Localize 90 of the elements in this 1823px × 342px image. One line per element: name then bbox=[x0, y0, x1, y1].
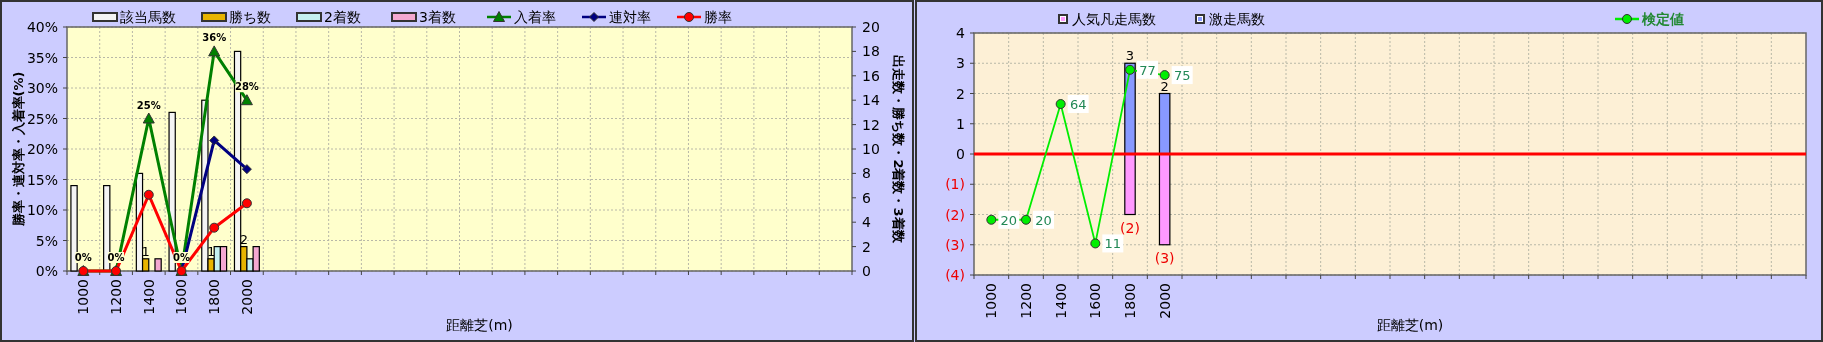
y-tick-label: 10% bbox=[26, 202, 58, 218]
data-label: (2) bbox=[1120, 219, 1140, 236]
bar bbox=[1124, 153, 1136, 216]
point bbox=[241, 198, 252, 209]
point bbox=[1159, 70, 1170, 81]
data-label: 64 bbox=[1069, 97, 1087, 113]
y-tick-label: 20% bbox=[26, 141, 58, 157]
bar bbox=[1158, 153, 1171, 246]
point bbox=[1090, 238, 1101, 249]
data-label: 11 bbox=[1104, 236, 1122, 252]
point bbox=[209, 135, 220, 146]
y-axis-title: 勝率・連対率・入着率(%) bbox=[11, 71, 26, 228]
legend-label: 検定値 bbox=[1641, 11, 1684, 27]
y-tick-label: 3 bbox=[956, 55, 965, 72]
x-axis-title: 距離芝(m) bbox=[446, 317, 513, 333]
data-label: 20 bbox=[1035, 212, 1052, 228]
y2-tick-label: 16 bbox=[862, 67, 880, 84]
data-label: 77 bbox=[1139, 62, 1156, 78]
point bbox=[208, 45, 221, 57]
y-tick-label: 0 bbox=[956, 146, 965, 162]
legend-label: 激走馬数 bbox=[1209, 11, 1265, 27]
y-tick-label: 25% bbox=[26, 110, 58, 127]
x-tick-label: 1600 bbox=[173, 279, 190, 315]
y-tick-label: 35% bbox=[26, 49, 58, 66]
data-label: 0% bbox=[107, 252, 125, 263]
data-label: (3) bbox=[1154, 249, 1175, 266]
point bbox=[142, 112, 155, 124]
point bbox=[1055, 99, 1066, 110]
legend-label: 人気凡走馬数 bbox=[1072, 11, 1156, 27]
bar bbox=[154, 258, 162, 272]
x-tick-label: 1600 bbox=[1087, 283, 1104, 319]
y-tick-label: 1 bbox=[956, 115, 965, 132]
legend-label: 3着数 bbox=[419, 9, 456, 25]
y-tick-label: (4) bbox=[945, 267, 965, 283]
y-tick-label: (3) bbox=[945, 236, 965, 253]
y2-tick-label: 14 bbox=[862, 92, 880, 109]
bar bbox=[1158, 92, 1171, 155]
data-label: 0% bbox=[74, 252, 92, 263]
y2-tick-label: 18 bbox=[862, 43, 880, 60]
point bbox=[1125, 64, 1135, 75]
data-label: 25% bbox=[136, 99, 161, 111]
x-tick-label: 1400 bbox=[1052, 283, 1069, 319]
x-axis-title: 距離芝(m) bbox=[1376, 317, 1444, 333]
y-tick-label: 4 bbox=[956, 25, 966, 41]
point bbox=[986, 214, 997, 225]
data-label: 1 bbox=[141, 243, 150, 259]
legend-label: 勝ち数 bbox=[229, 9, 271, 25]
point bbox=[240, 94, 253, 106]
point bbox=[209, 222, 220, 233]
data-label: 0% bbox=[172, 252, 190, 263]
x-tick-label: 1200 bbox=[108, 279, 125, 315]
point bbox=[143, 189, 154, 200]
y-tick-label: (2) bbox=[945, 206, 965, 223]
data-label: 28% bbox=[234, 81, 259, 93]
y2-tick-label: 10 bbox=[862, 141, 880, 157]
y2-axis-title: 出走数・勝ち数・2着数・3着数 bbox=[891, 55, 906, 244]
data-label: 2 bbox=[1160, 78, 1169, 94]
x-tick-label: 2000 bbox=[238, 279, 255, 315]
x-tick-label: 1000 bbox=[75, 279, 92, 315]
y2-tick-label: 8 bbox=[862, 165, 871, 182]
point bbox=[241, 164, 252, 175]
y-tick-label: 15% bbox=[26, 171, 58, 188]
y2-tick-label: 2 bbox=[862, 238, 871, 255]
data-label: 36% bbox=[202, 32, 227, 44]
y2-tick-label: 0 bbox=[862, 263, 871, 279]
x-tick-label: 2000 bbox=[1156, 283, 1173, 319]
legend-label: 該当馬数 bbox=[120, 9, 176, 25]
y2-tick-label: 6 bbox=[862, 189, 871, 206]
y2-tick-label: 4 bbox=[862, 214, 871, 231]
data-label: 3 bbox=[1125, 48, 1135, 64]
y-tick-label: 5% bbox=[35, 232, 58, 249]
y2-tick-label: 12 bbox=[862, 116, 880, 133]
legend-label: 2着数 bbox=[324, 9, 361, 25]
y-tick-label: 2 bbox=[956, 85, 965, 102]
y-tick-label: (1) bbox=[945, 176, 965, 193]
y-tick-label: 40% bbox=[26, 19, 58, 35]
x-tick-label: 1400 bbox=[140, 279, 157, 315]
legend-label: 連対率 bbox=[609, 9, 651, 25]
data-label: 20 bbox=[1000, 212, 1018, 228]
y-tick-label: 30% bbox=[26, 80, 58, 96]
legend-label: 勝率 bbox=[704, 9, 732, 25]
x-tick-label: 1800 bbox=[206, 279, 223, 315]
legend-label: 入着率 bbox=[514, 9, 556, 25]
y2-tick-label: 20 bbox=[862, 19, 880, 35]
y-tick-label: 0% bbox=[35, 263, 58, 279]
x-tick-label: 1000 bbox=[983, 283, 1000, 319]
point bbox=[1021, 214, 1031, 225]
x-tick-label: 1200 bbox=[1018, 283, 1034, 319]
data-label: 75 bbox=[1173, 68, 1191, 84]
x-tick-label: 1800 bbox=[1122, 283, 1138, 319]
